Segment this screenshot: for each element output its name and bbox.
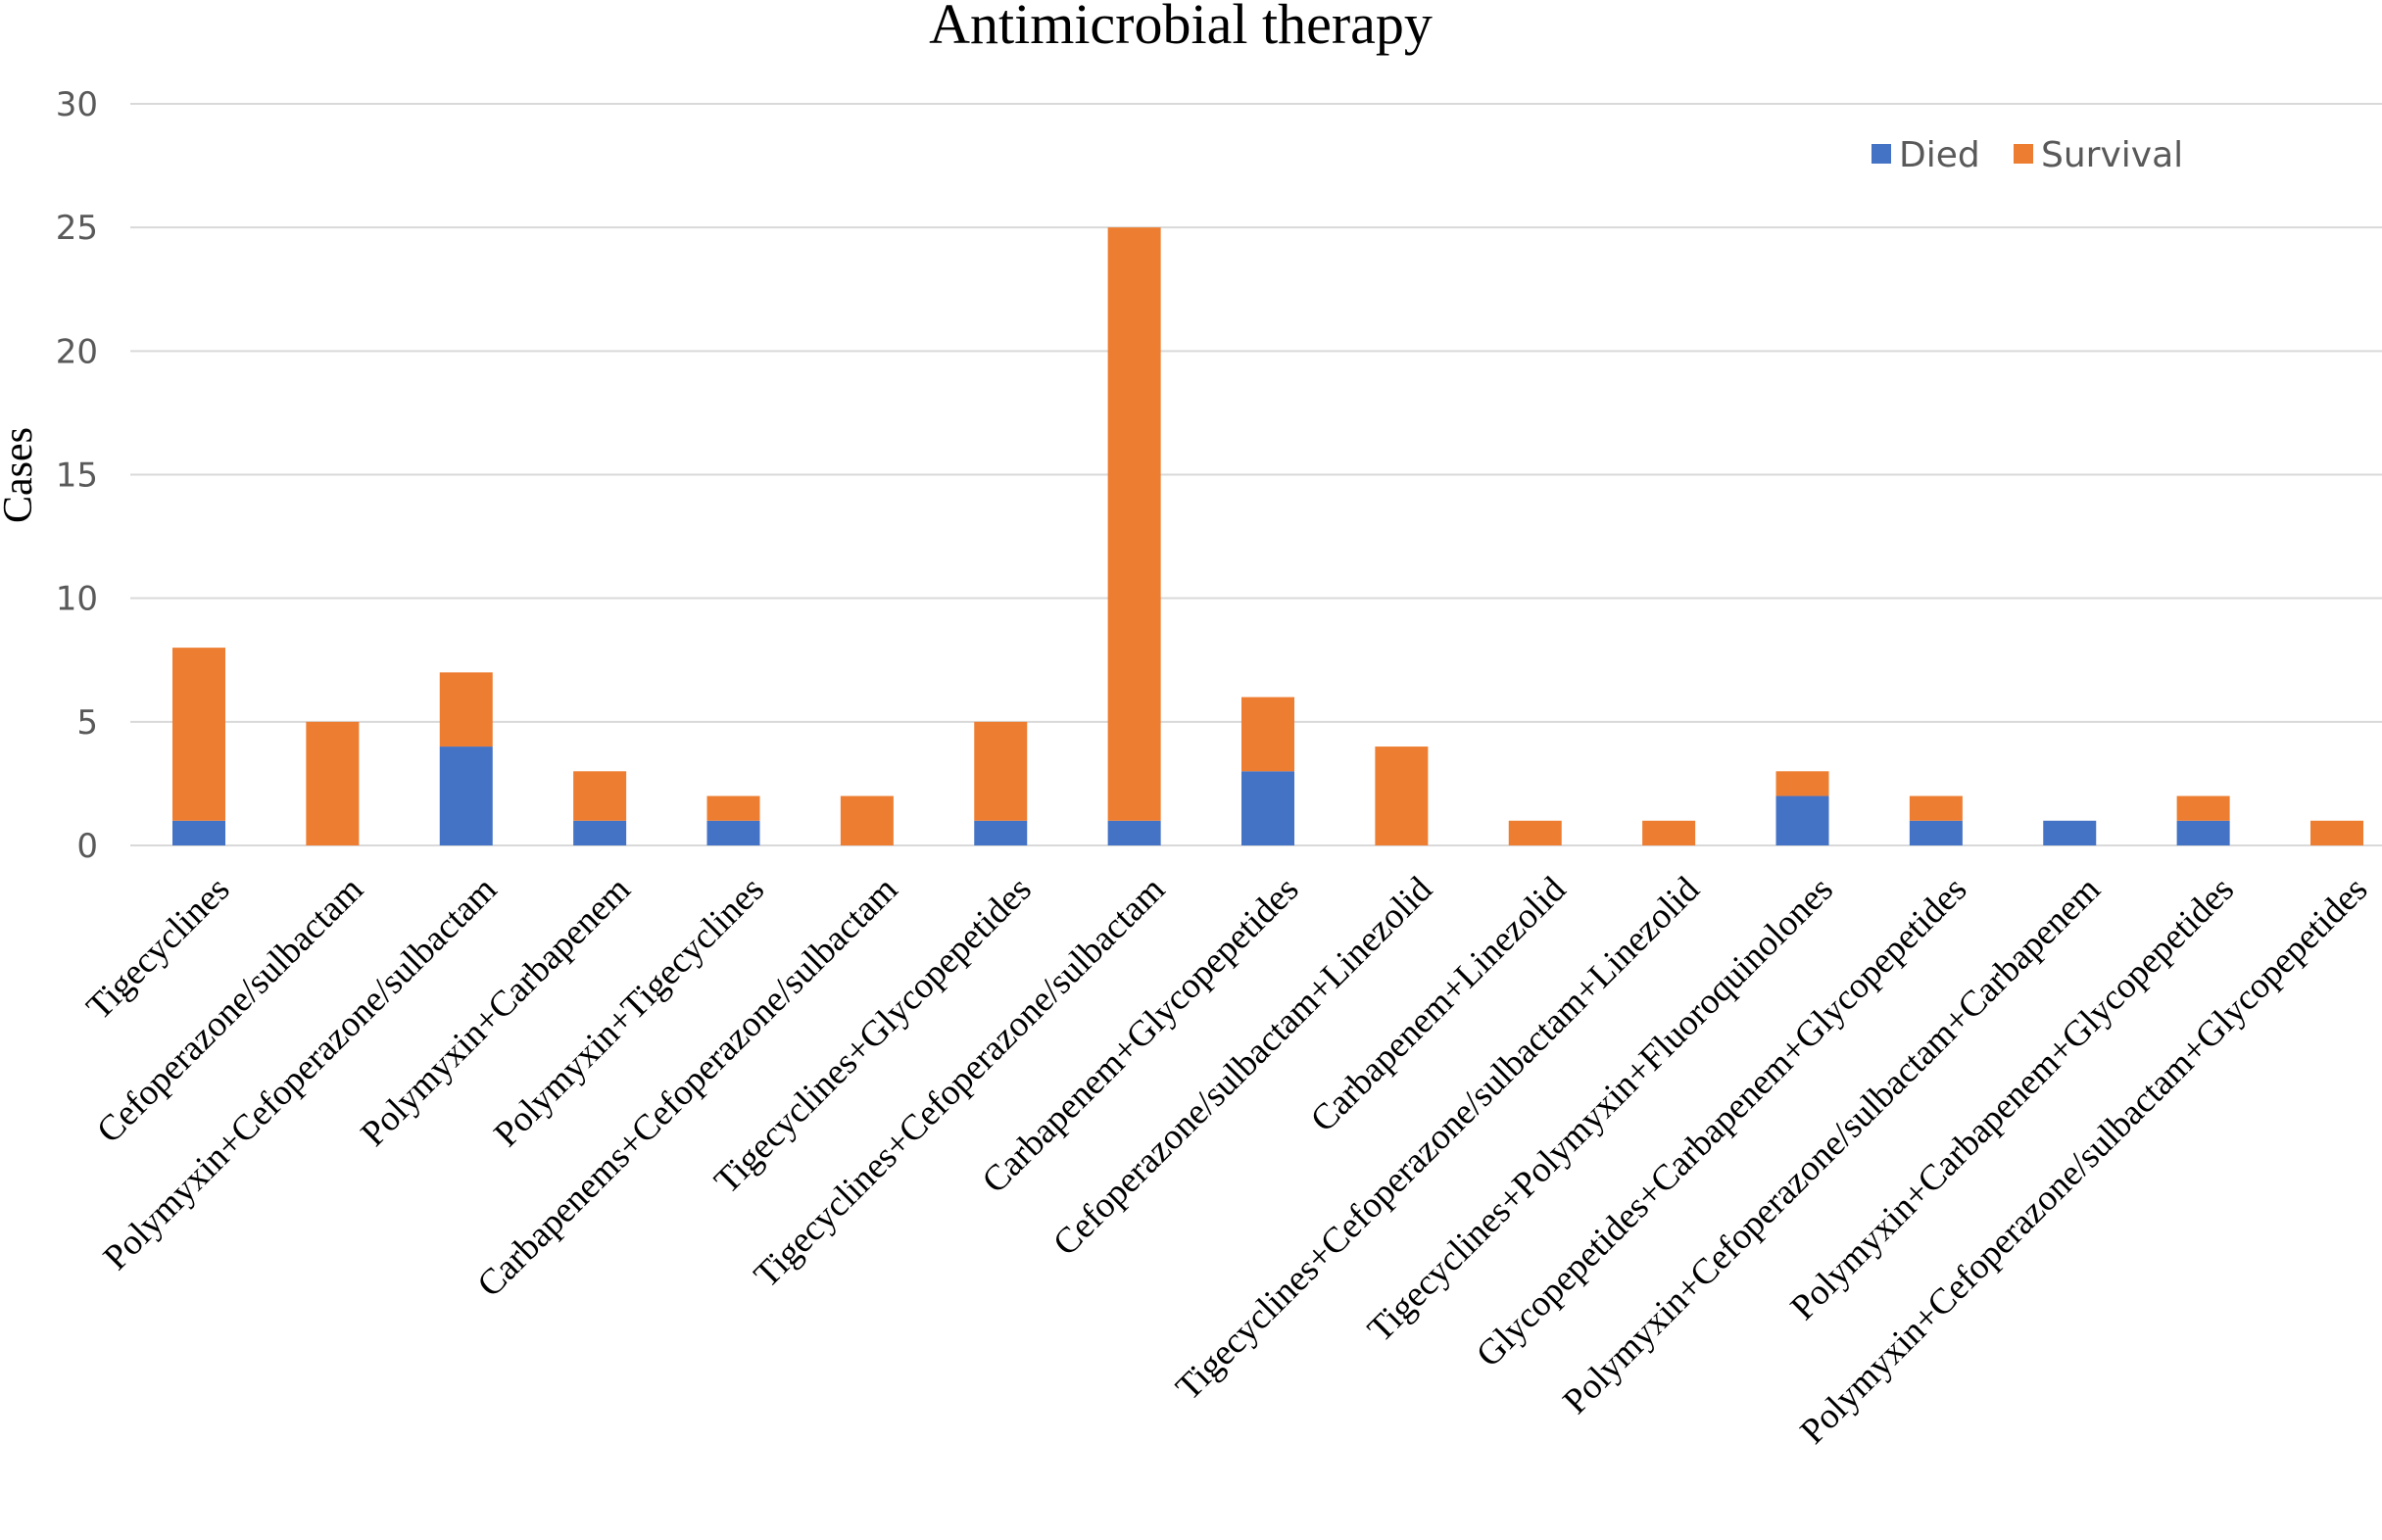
y-tick-label: 15 [56,457,98,496]
legend-label-survival: Survival [2041,135,2183,175]
bar-survival-12 [1775,771,1829,796]
x-axis-ticks: TigecyclinesCefoperazone/sulbactamPolymy… [79,869,2376,1452]
chart-title: Antimicrobial therapy [929,0,1433,56]
bar-survival-0 [172,648,225,821]
bar-died-12 [1775,795,1829,845]
bar-survival-13 [1909,795,1963,821]
bar-survival-10 [1508,820,1562,845]
y-axis-ticks: 0 5 10 15 20 25 30 [56,85,98,866]
bar-survival-16 [2310,820,2363,845]
y-tick-label: 5 [76,703,98,743]
y-tick-label: 20 [56,332,98,371]
bar-died-3 [573,820,627,845]
x-tick-label: Polymyxin+Tigecyclines [487,869,772,1154]
bar-survival-2 [439,672,493,747]
x-tick-label: Polymyxin+Carbapenem [354,869,639,1154]
y-tick-label: 25 [56,209,98,248]
bar-survival-11 [1642,820,1696,845]
bar-survival-15 [2176,795,2230,821]
x-tick-label: Glycopepetides+Carbapenem+Glycopepetides [1469,869,1974,1374]
gridlines [130,103,2382,846]
bar-died-7 [1107,820,1161,845]
bar-survival-9 [1375,746,1429,845]
bar-died-6 [974,820,1028,845]
x-tick-label: Tigecyclines+Polymyxin+Fluoroquinolones [1360,869,1841,1350]
bar-died-13 [1909,820,1963,845]
bar-survival-4 [706,795,760,821]
bars [172,227,2363,845]
y-tick-label: 30 [56,85,98,124]
bar-survival-7 [1107,227,1161,821]
bar-died-2 [439,746,493,845]
y-axis-label: Cases [0,427,41,523]
legend-swatch-died [1872,144,1891,164]
bar-survival-5 [840,795,894,845]
bar-survival-6 [974,721,1028,821]
legend: Died Survival [1872,135,2183,175]
bar-survival-3 [573,771,627,821]
bar-died-15 [2176,820,2230,845]
x-tick-label: Cefoperazone/sulbactam [89,869,371,1151]
x-tick-label: Carbapenem+Linezolid [1303,869,1575,1140]
y-tick-label: 0 [76,827,98,866]
bar-died-4 [706,820,760,845]
bar-survival-8 [1241,697,1294,772]
bar-died-14 [2043,820,2097,845]
bar-survival-1 [306,721,360,845]
y-tick-label: 10 [56,580,98,619]
legend-label-died: Died [1899,135,1980,175]
legend-swatch-survival [2014,144,2033,164]
bar-died-0 [172,820,225,845]
bar-died-8 [1241,771,1294,845]
